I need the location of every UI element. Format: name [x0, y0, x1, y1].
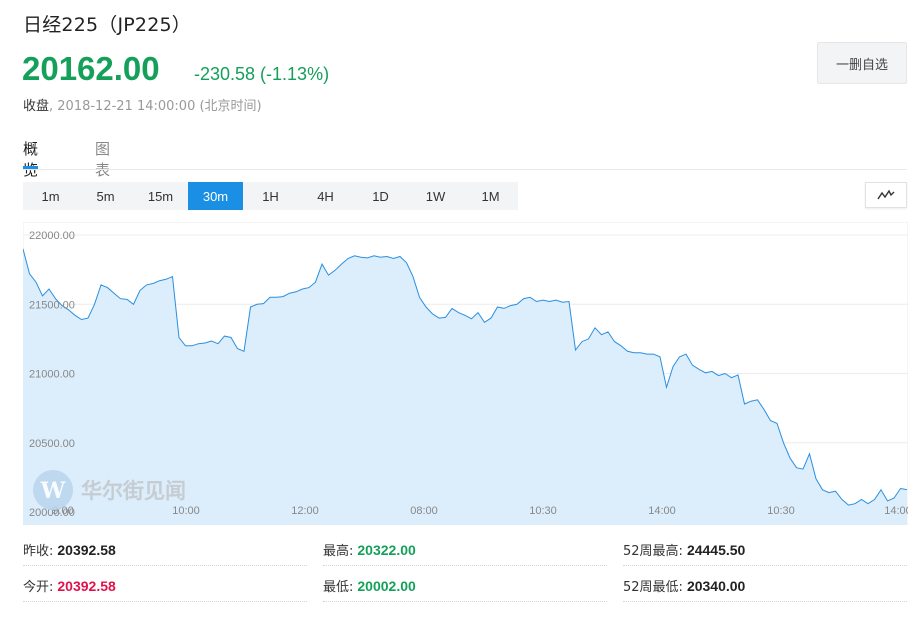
period-30m[interactable]: 30m	[188, 182, 243, 210]
tab-overview[interactable]: 概览	[23, 140, 39, 179]
y-tick-label: 20000.00	[29, 507, 75, 519]
stat-value: 20392.58	[57, 577, 116, 594]
stat-52w-high: 52周最高: 24445.50	[623, 534, 907, 566]
stat-value: 24445.50	[686, 541, 746, 558]
instrument-title: 日经225（JP225）	[23, 14, 191, 36]
x-tick-label: 14:00	[884, 505, 908, 517]
period-15m[interactable]: 15m	[147, 188, 174, 204]
stat-label: 昨收:	[23, 544, 54, 559]
stat-52w-low: 52周最低: 20340.00	[623, 570, 907, 602]
stat-value: 20340.00	[686, 577, 746, 594]
stat-label: 52周最高:	[623, 544, 683, 559]
y-tick-label: 21500.00	[29, 299, 75, 311]
stat-label: 最高:	[323, 544, 354, 559]
period-1mo[interactable]: 1M	[481, 188, 500, 204]
y-tick-label: 22000.00	[29, 230, 75, 242]
period-4h[interactable]: 4H	[317, 188, 334, 204]
stat-high: 最高: 20322.00	[323, 534, 607, 566]
x-tick-label: 10:30	[767, 505, 795, 517]
price-chart[interactable]: 22000.00 21500.00 21000.00 20500.00 20000.00…	[23, 222, 908, 525]
stat-value: 20392.58	[57, 541, 116, 558]
stat-value: 20002.00	[357, 577, 416, 594]
status-label: 收盘	[23, 99, 50, 114]
watermark: W 华尔街见闻	[33, 470, 186, 510]
price-line	[23, 248, 908, 506]
stat-value: 20322.00	[357, 541, 416, 558]
chart-type-button[interactable]	[865, 182, 907, 208]
tabs-divider	[23, 169, 907, 170]
stat-prev-close: 昨收: 20392.58	[23, 534, 307, 566]
x-tick-label: 12:00	[291, 505, 319, 517]
y-tick-label: 21000.00	[29, 369, 75, 381]
period-1d[interactable]: 1D	[372, 188, 389, 204]
watermark-text: 华尔街见闻	[81, 478, 186, 503]
price-area	[23, 248, 907, 525]
stat-label: 52周最低:	[623, 580, 683, 595]
period-1m[interactable]: 1m	[41, 188, 60, 204]
price-change: -230.58 (-1.13%)	[194, 64, 330, 84]
stat-low: 最低: 20002.00	[323, 570, 607, 602]
tab-chart[interactable]: 图表	[95, 140, 111, 179]
logo-letter: W	[40, 478, 66, 504]
wallstreetcn-logo-icon	[33, 470, 73, 510]
period-5m[interactable]: 5m	[96, 188, 115, 204]
last-price: 20162.00	[22, 50, 160, 87]
remove-watchlist-button[interactable]: 一删自选	[817, 42, 907, 84]
stat-open: 今开: 20392.58	[23, 570, 307, 602]
x-tick-label: 14:00	[648, 505, 676, 517]
market-status: 收盘, 2018-12-21 14:00:00 (北京时间)	[23, 95, 262, 114]
period-1h[interactable]: 1H	[262, 188, 279, 204]
period-selector: 1m 5m 15m 30m 1H 4H 1D 1W 1M	[23, 182, 518, 210]
y-tick-label: 20500.00	[29, 438, 75, 450]
x-tick-label: 10:30	[529, 505, 557, 517]
x-tick-label: 08:00	[410, 505, 438, 517]
y-axis: 22000.00 21500.00 21000.00 20500.00 20000.00	[29, 230, 75, 519]
status-time: , 2018-12-21 14:00:00 (北京时间)	[49, 99, 262, 114]
x-tick-label: 10:00	[172, 505, 200, 517]
stats-row-2: 今开: 20392.58 最低: 20002.00 52周最低: 20340.00	[23, 570, 908, 602]
period-1w[interactable]: 1W	[425, 188, 446, 204]
stats-row-1: 昨收: 20392.58 最高: 20322.00 52周最高: 24445.50	[23, 534, 908, 566]
stat-label: 今开:	[23, 580, 54, 595]
stat-label: 最低:	[323, 580, 354, 595]
line-chart-icon	[877, 189, 895, 200]
